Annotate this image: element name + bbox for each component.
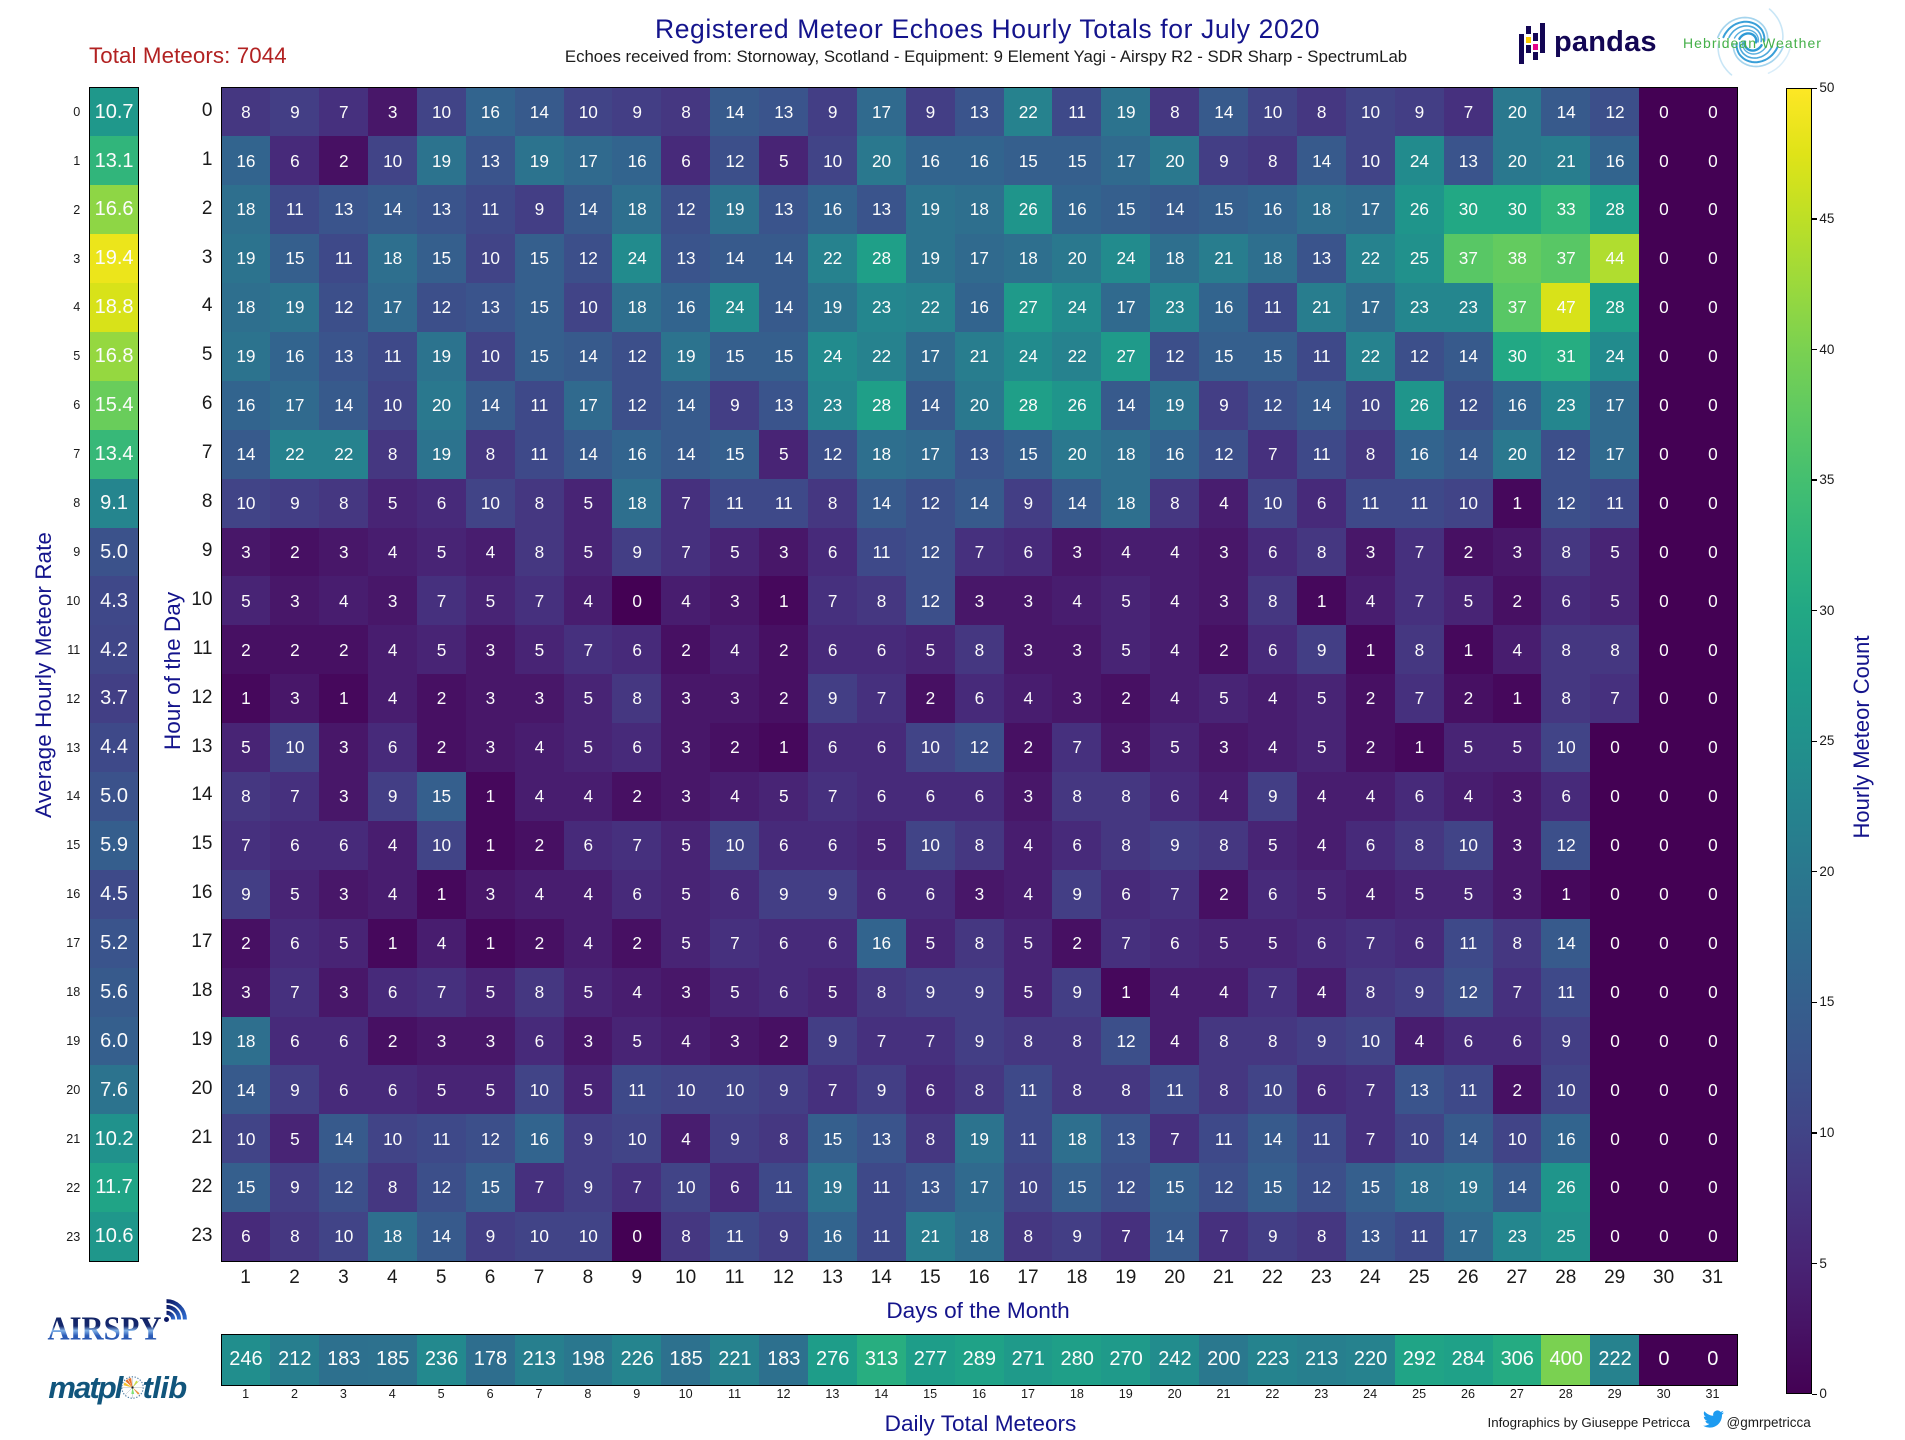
svg-text:AIRSPY: AIRSPY xyxy=(48,1311,162,1348)
